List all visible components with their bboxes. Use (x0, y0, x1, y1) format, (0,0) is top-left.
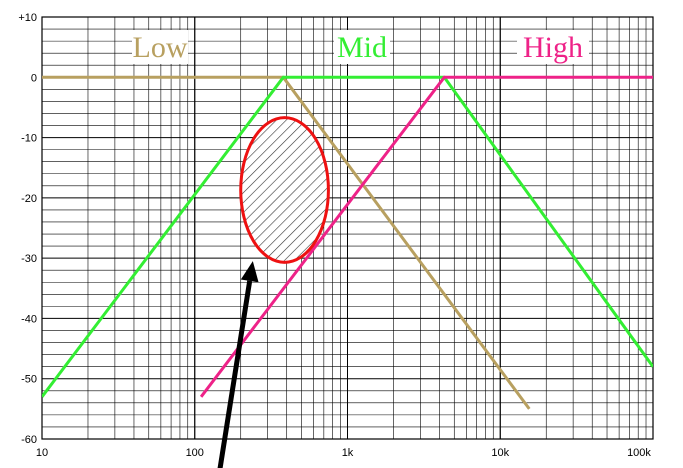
hatched-ellipse-region (239, 116, 330, 264)
band-label-background (517, 30, 589, 64)
plot-frame (41, 16, 654, 440)
y-tick-label: +10 (18, 12, 37, 24)
x-axis-tick-labels: 10 100 1k 10k 100k (36, 447, 652, 459)
y-tick-label: -20 (21, 193, 37, 205)
band-label-high: High (523, 31, 583, 64)
chart-grid (41, 16, 654, 440)
y-tick-label: -30 (21, 253, 37, 265)
band-label-mid: Mid (337, 31, 387, 64)
series-line-high (199, 75, 653, 398)
band-label-background (334, 30, 390, 64)
band-labels: Low Mid High (132, 30, 589, 64)
band-label-background (132, 30, 188, 64)
series-line-mid (42, 75, 653, 398)
x-tick-label: 10 (36, 447, 48, 459)
x-tick-label: 1k (342, 447, 354, 459)
annotation-layer (217, 116, 330, 468)
y-axis-tick-labels: +10 0 -10 -20 -30 -40 -50 -60 (18, 12, 37, 446)
y-tick-label: 0 (31, 72, 37, 84)
y-tick-label: -40 (21, 313, 37, 325)
x-tick-label: 100k (627, 447, 651, 459)
arrow-shaft (217, 280, 253, 468)
x-tick-label: 10k (491, 447, 509, 459)
arrow-head (240, 261, 259, 283)
x-tick-label: 100 (186, 447, 204, 459)
y-tick-label: -10 (21, 133, 37, 145)
y-tick-label: -60 (21, 434, 37, 446)
y-tick-label: -50 (21, 374, 37, 386)
series-layer (42, 75, 653, 410)
band-label-low: Low (133, 31, 188, 64)
